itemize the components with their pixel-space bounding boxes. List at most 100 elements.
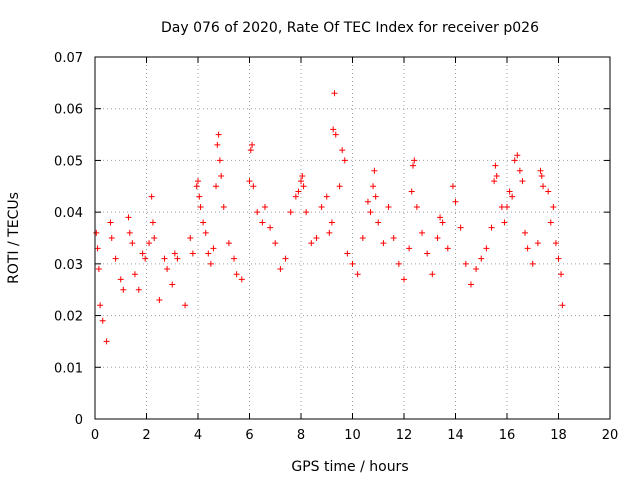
data-point [94,245,101,252]
data-point [308,240,315,247]
data-point [292,193,299,200]
data-point [146,240,153,247]
data-point [330,126,337,133]
data-point [249,141,256,148]
data-point [187,235,194,241]
data-point [406,245,413,252]
x-tick-label: 0 [91,428,99,443]
data-point [246,178,253,185]
data-point [117,276,124,283]
data-point [519,178,526,185]
y-axis-label: ROTI / TECUs [6,192,22,284]
x-axis-label: GPS time / hours [291,459,408,475]
data-point [213,183,220,190]
data-point [220,203,227,210]
data-point [547,219,554,226]
data-point [299,172,306,179]
data-point [488,224,495,231]
x-tick-label: 4 [194,428,202,443]
data-point [156,297,163,304]
data-point [267,224,274,231]
data-point [97,302,104,309]
data-point [300,183,307,190]
data-point [550,203,557,210]
data-point [462,260,469,267]
x-tick-label: 10 [344,428,361,443]
y-tick-label: 0.01 [54,361,83,376]
data-point [410,162,417,169]
data-point [95,266,102,273]
data-point [148,193,155,200]
data-point [401,276,407,283]
data-point [336,183,343,190]
data-point [99,317,106,324]
data-point [287,209,294,216]
data-point [395,260,402,267]
data-point [125,214,132,221]
data-point [506,188,513,195]
x-tick-label: 14 [447,428,464,443]
data-point [250,183,257,190]
data-point [161,255,168,262]
data-point [449,183,456,190]
data-point [328,219,335,226]
data-point [238,276,245,283]
data-point [437,214,444,221]
data-point [457,224,464,231]
data-point [504,203,510,210]
x-tick-label: 12 [396,428,413,443]
data-point [371,167,378,174]
y-tick-label: 0.02 [54,310,83,325]
data-point [216,157,223,164]
x-tick-label: 6 [245,428,253,443]
data-point [218,172,225,179]
data-point [354,271,361,278]
data-point [193,183,200,190]
data-point [444,245,451,252]
data-point [492,162,499,169]
data-point [151,235,158,241]
data-point [164,266,171,273]
x-tick-label: 18 [550,428,567,443]
data-point [197,203,204,210]
data-point [195,178,201,185]
data-point [303,209,310,216]
data-point [339,147,346,154]
data-point [298,178,304,185]
data-point [375,219,382,226]
data-point [318,203,325,210]
grid-lines [95,57,610,419]
data-point [380,240,387,247]
data-point [323,193,330,200]
data-point [261,203,268,210]
data-point [108,235,115,241]
data-point [129,240,136,247]
data-point [344,250,351,257]
data-point [277,266,284,273]
data-point [559,302,566,309]
data-point [419,229,426,236]
x-tick-label: 20 [602,428,619,443]
data-point [424,250,431,257]
data-point [540,183,547,190]
data-point [196,193,203,200]
data-point [254,209,261,216]
data-point [189,250,196,257]
data-point [493,172,500,179]
data-point [282,255,289,262]
data-point [408,188,415,195]
data-point [413,203,420,210]
data-point [478,255,485,262]
data-point [332,131,339,138]
data-point [313,235,320,241]
data-point [467,281,474,288]
data-point [522,229,529,236]
data-point [225,240,232,247]
data-point [390,235,397,241]
data-point [349,260,356,267]
data-point [112,255,119,262]
data-point [326,229,333,236]
data-point [139,250,146,257]
data-point [452,198,459,205]
